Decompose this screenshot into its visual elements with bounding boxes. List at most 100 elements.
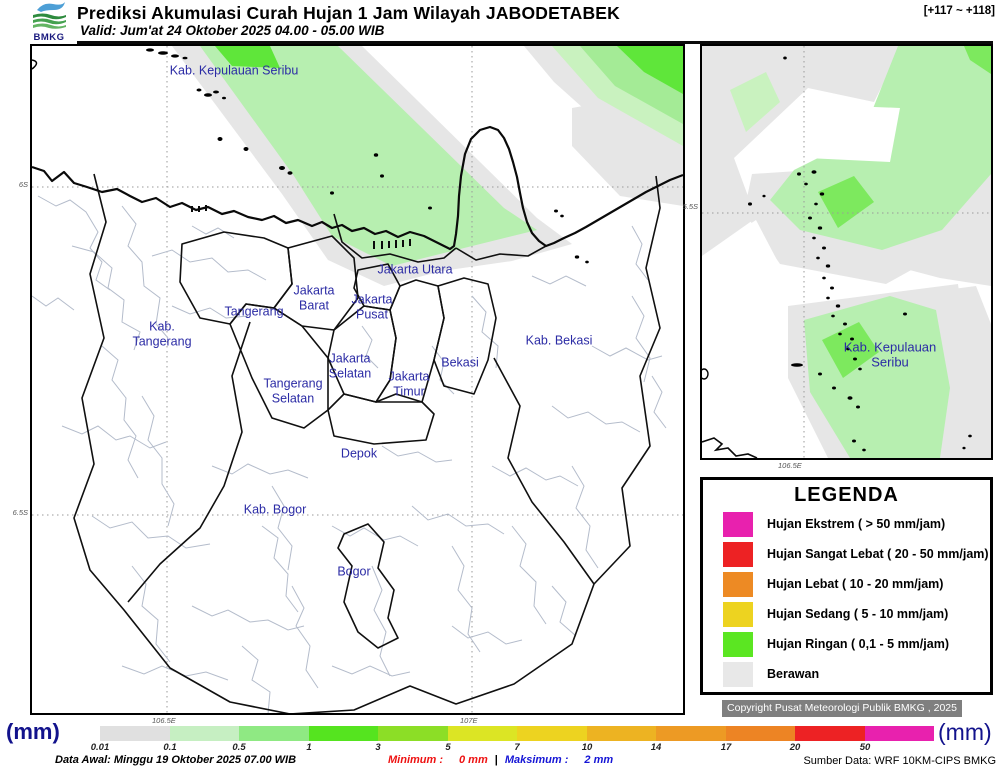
label-bekasi: Bekasi <box>441 355 479 370</box>
label-bogor: Bogor <box>337 564 371 579</box>
legend-box: LEGENDA Hujan Ekstrem ( > 50 mm/jam) Huj… <box>700 477 993 695</box>
inset-lon-tick-106-5e: 106.5E <box>778 461 802 470</box>
cb-tick-1: 0.1 <box>163 742 177 753</box>
inset-lat-tick-5-5s: 5.5S <box>682 202 698 211</box>
cb-tick-9: 17 <box>720 742 732 753</box>
label-kab-tangerang: Kab. Tangerang <box>132 319 192 348</box>
swatch-hujan-sangat-lebat <box>723 541 753 567</box>
legend-row-sangat-lebat: Hujan Sangat Lebat ( 20 - 50 mm/jam) <box>723 541 990 567</box>
label-kab-bogor: Kab. Bogor <box>243 502 307 517</box>
subdistrict-boundaries <box>31 195 667 729</box>
colorbar-seg-8 <box>656 726 726 741</box>
coastline <box>31 125 684 251</box>
maksimum-value: 2 mm <box>584 754 614 766</box>
lat-tick-6-5s: 6.5S <box>12 508 28 517</box>
colorbar-seg-4 <box>378 726 448 741</box>
label-depok: Depok <box>340 446 378 461</box>
colorbar-seg-0 <box>100 726 170 741</box>
colorbar-unit-right: (mm) <box>938 719 992 745</box>
copyright-banner: Copyright Pusat Meteorologi Publik BMKG … <box>722 700 962 717</box>
cb-tick-2: 0.5 <box>232 742 246 753</box>
label-kab-bekasi: Kab. Bekasi <box>525 333 593 348</box>
valid-time-text: Valid: Jum'at 24 Oktober 2025 04.00 - 05… <box>80 23 385 38</box>
inset-map-frame: Kab. Kepulauan Seribu <box>699 44 993 460</box>
colorbar <box>100 726 934 741</box>
legend-row-ringan: Hujan Ringan ( 0,1 - 5 mm/jam) <box>723 631 990 657</box>
label-jakarta-utara: Jakarta Utara <box>377 262 453 277</box>
data-awal-text: Data Awal: Minggu 19 Oktober 2025 07.00 … <box>55 754 297 766</box>
label-jakarta-timur: Jakarta Timur <box>388 369 430 398</box>
legend-label-sangat-lebat: Hujan Sangat Lebat ( 20 - 50 mm/jam) <box>767 547 989 561</box>
rain-overlay <box>172 46 683 286</box>
colorbar-seg-10 <box>795 726 865 741</box>
lat-tick-6s: 6S <box>18 180 28 189</box>
sumber-data-text: Sumber Data: WRF 10KM-CIPS BMKG <box>803 755 996 767</box>
cb-tick-11: 50 <box>859 742 871 753</box>
inset-islands <box>699 56 972 452</box>
inset-map-canvas <box>699 46 991 459</box>
legend-label-sedang: Hujan Sedang ( 5 - 10 mm/jam) <box>767 607 949 621</box>
label-tangerang-selatan: Tangerang Selatan <box>263 376 323 405</box>
header-divider <box>77 41 993 44</box>
label-kab-kepulauan-seribu: Kab. Kepulauan Seribu <box>169 63 299 78</box>
bmkg-logo-icon <box>33 2 66 29</box>
cb-tick-6: 7 <box>514 742 520 753</box>
swatch-hujan-sedang <box>723 601 753 627</box>
swatch-hujan-ringan <box>723 631 753 657</box>
main-map-canvas <box>31 46 684 729</box>
cb-tick-3: 1 <box>306 742 312 753</box>
colorbar-unit-left: (mm) <box>6 719 60 744</box>
logo-text: BMKG <box>33 32 65 43</box>
minimum-value: 0 mm <box>459 754 488 766</box>
colorbar-seg-5 <box>447 726 517 741</box>
label-tangerang: Tangerang <box>224 304 284 319</box>
cb-tick-8: 14 <box>650 742 662 753</box>
harbor-ticks <box>191 205 411 249</box>
lon-tick-107e: 107E <box>460 716 478 725</box>
minimum-label: Minimum : <box>388 754 443 766</box>
label-jakarta-pusat: Jakarta Pusat <box>351 292 393 321</box>
swatch-hujan-lebat <box>723 571 753 597</box>
legend-row-lebat: Hujan Lebat ( 10 - 20 mm/jam) <box>723 571 990 597</box>
gridlines <box>32 46 683 713</box>
forecast-hour-range: [+117 ~ +118] <box>923 5 995 17</box>
minmax-text: Minimum : 0 mm | Maksimum : 2 mm <box>388 754 613 766</box>
label-jakarta-barat: Jakarta Barat <box>293 283 335 312</box>
page-title: Prediksi Akumulasi Curah Hujan 1 Jam Wil… <box>77 3 620 23</box>
cb-tick-4: 3 <box>375 742 381 753</box>
inset-coastline <box>701 437 758 459</box>
logo-wave-3 <box>33 23 66 29</box>
colorbar-seg-7 <box>586 726 656 741</box>
legend-label-lebat: Hujan Lebat ( 10 - 20 mm/jam) <box>767 577 944 591</box>
legend-label-ringan: Hujan Ringan ( 0,1 - 5 mm/jam) <box>767 637 949 651</box>
islands <box>31 48 589 264</box>
main-map-frame: Kab. Kepulauan Seribu Kab. Tangerang Tan… <box>30 44 685 729</box>
cb-tick-7: 10 <box>581 742 593 753</box>
cb-tick-10: 20 <box>789 742 801 753</box>
logo-wave-2 <box>33 18 66 25</box>
cb-tick-0: 0.01 <box>90 742 110 753</box>
district-boundaries <box>73 173 661 715</box>
inset-label-kab-kepulauan-seribu: Kab. Kepulauan Seribu <box>843 339 937 370</box>
label-jakarta-selatan: Jakarta Selatan <box>328 351 372 380</box>
inset-gridlines <box>702 46 991 458</box>
swatch-hujan-ekstrem <box>723 511 753 537</box>
colorbar-seg-11 <box>864 726 934 741</box>
lon-tick-106-5e: 106.5E <box>152 716 176 725</box>
inset-rain-overlay <box>702 46 991 458</box>
bmkg-logo: BMKG <box>26 1 72 43</box>
legend-title: LEGENDA <box>794 484 899 506</box>
colorbar-seg-6 <box>517 726 587 741</box>
legend-row-sedang: Hujan Sedang ( 5 - 10 mm/jam) <box>723 601 990 627</box>
minmax-separator: | <box>494 754 498 766</box>
colorbar-seg-1 <box>169 726 239 741</box>
swatch-berawan <box>723 661 753 687</box>
legend-row-ekstrem: Hujan Ekstrem ( > 50 mm/jam) <box>723 511 990 537</box>
legend-label-ekstrem: Hujan Ekstrem ( > 50 mm/jam) <box>767 517 946 531</box>
colorbar-seg-3 <box>308 726 378 741</box>
legend-label-berawan: Berawan <box>767 667 820 681</box>
logo-cloud-swoosh <box>37 2 65 12</box>
legend-row-berawan: Berawan <box>723 661 990 687</box>
colorbar-seg-2 <box>239 726 309 741</box>
